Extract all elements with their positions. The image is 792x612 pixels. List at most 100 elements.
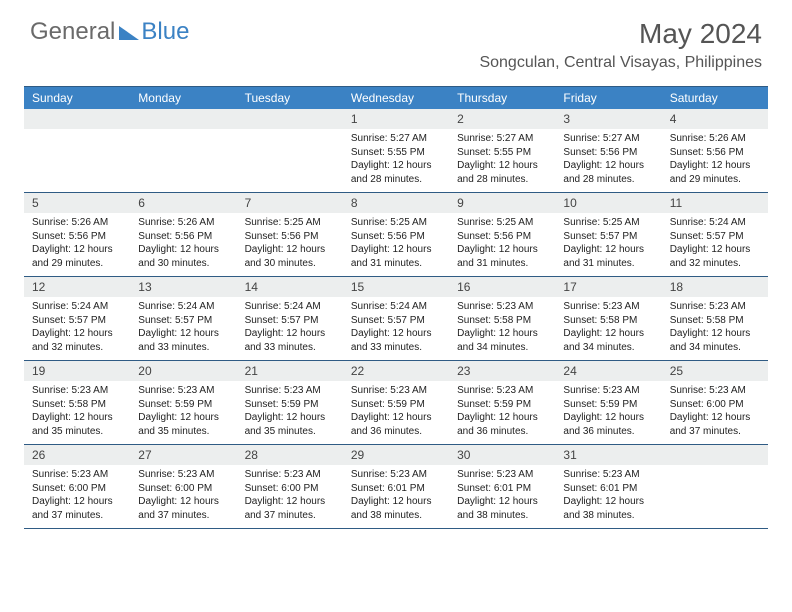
day-number: 13 — [130, 277, 236, 297]
day-cell: . — [130, 109, 236, 192]
sunset-text: Sunset: 5:58 PM — [670, 314, 760, 328]
day-body: Sunrise: 5:27 AMSunset: 5:55 PMDaylight:… — [449, 129, 555, 192]
day-number: 18 — [662, 277, 768, 297]
week-row: 12Sunrise: 5:24 AMSunset: 5:57 PMDayligh… — [24, 277, 768, 361]
day-cell: 11Sunrise: 5:24 AMSunset: 5:57 PMDayligh… — [662, 193, 768, 276]
sunrise-text: Sunrise: 5:23 AM — [563, 384, 653, 398]
day-number: 29 — [343, 445, 449, 465]
day-body: Sunrise: 5:25 AMSunset: 5:56 PMDaylight:… — [449, 213, 555, 276]
day-number: 16 — [449, 277, 555, 297]
daylight-text: Daylight: 12 hours and 31 minutes. — [457, 243, 547, 270]
day-number: 20 — [130, 361, 236, 381]
sunrise-text: Sunrise: 5:23 AM — [245, 384, 335, 398]
sunset-text: Sunset: 5:57 PM — [245, 314, 335, 328]
day-cell: 3Sunrise: 5:27 AMSunset: 5:56 PMDaylight… — [555, 109, 661, 192]
sunrise-text: Sunrise: 5:27 AM — [351, 132, 441, 146]
sunrise-text: Sunrise: 5:24 AM — [351, 300, 441, 314]
daylight-text: Daylight: 12 hours and 28 minutes. — [563, 159, 653, 186]
week-row: 5Sunrise: 5:26 AMSunset: 5:56 PMDaylight… — [24, 193, 768, 277]
day-number: 25 — [662, 361, 768, 381]
day-body: Sunrise: 5:23 AMSunset: 5:59 PMDaylight:… — [343, 381, 449, 444]
day-body: Sunrise: 5:24 AMSunset: 5:57 PMDaylight:… — [24, 297, 130, 360]
day-number: 4 — [662, 109, 768, 129]
sunrise-text: Sunrise: 5:27 AM — [457, 132, 547, 146]
day-number: 23 — [449, 361, 555, 381]
day-number: . — [24, 109, 130, 129]
daylight-text: Daylight: 12 hours and 36 minutes. — [457, 411, 547, 438]
sunset-text: Sunset: 5:58 PM — [457, 314, 547, 328]
logo: General Blue — [30, 18, 189, 46]
day-body: Sunrise: 5:24 AMSunset: 5:57 PMDaylight:… — [237, 297, 343, 360]
daylight-text: Daylight: 12 hours and 34 minutes. — [670, 327, 760, 354]
day-cell: 14Sunrise: 5:24 AMSunset: 5:57 PMDayligh… — [237, 277, 343, 360]
sunset-text: Sunset: 5:59 PM — [245, 398, 335, 412]
weekday-label: Saturday — [662, 87, 768, 109]
sunset-text: Sunset: 5:58 PM — [32, 398, 122, 412]
day-number: 31 — [555, 445, 661, 465]
day-number: 28 — [237, 445, 343, 465]
sunset-text: Sunset: 5:56 PM — [351, 230, 441, 244]
daylight-text: Daylight: 12 hours and 36 minutes. — [351, 411, 441, 438]
sunset-text: Sunset: 5:59 PM — [138, 398, 228, 412]
sunset-text: Sunset: 5:55 PM — [351, 146, 441, 160]
day-number: . — [662, 445, 768, 465]
daylight-text: Daylight: 12 hours and 35 minutes. — [32, 411, 122, 438]
day-body: Sunrise: 5:23 AMSunset: 5:59 PMDaylight:… — [449, 381, 555, 444]
sunset-text: Sunset: 5:56 PM — [457, 230, 547, 244]
day-body: Sunrise: 5:23 AMSunset: 5:58 PMDaylight:… — [662, 297, 768, 360]
day-cell: 26Sunrise: 5:23 AMSunset: 6:00 PMDayligh… — [24, 445, 130, 528]
sunset-text: Sunset: 5:57 PM — [351, 314, 441, 328]
weekday-label: Sunday — [24, 87, 130, 109]
sunset-text: Sunset: 6:00 PM — [245, 482, 335, 496]
week-row: 19Sunrise: 5:23 AMSunset: 5:58 PMDayligh… — [24, 361, 768, 445]
day-number: 27 — [130, 445, 236, 465]
day-number: 5 — [24, 193, 130, 213]
daylight-text: Daylight: 12 hours and 38 minutes. — [351, 495, 441, 522]
day-body: Sunrise: 5:23 AMSunset: 6:00 PMDaylight:… — [130, 465, 236, 528]
sunrise-text: Sunrise: 5:23 AM — [563, 468, 653, 482]
daylight-text: Daylight: 12 hours and 33 minutes. — [351, 327, 441, 354]
weekday-header-row: Sunday Monday Tuesday Wednesday Thursday… — [24, 87, 768, 109]
day-body: Sunrise: 5:25 AMSunset: 5:56 PMDaylight:… — [343, 213, 449, 276]
day-number: 8 — [343, 193, 449, 213]
sunset-text: Sunset: 5:56 PM — [32, 230, 122, 244]
day-cell: 20Sunrise: 5:23 AMSunset: 5:59 PMDayligh… — [130, 361, 236, 444]
day-cell: 23Sunrise: 5:23 AMSunset: 5:59 PMDayligh… — [449, 361, 555, 444]
logo-text-general: General — [30, 18, 115, 46]
sunrise-text: Sunrise: 5:25 AM — [457, 216, 547, 230]
sunset-text: Sunset: 5:56 PM — [138, 230, 228, 244]
daylight-text: Daylight: 12 hours and 30 minutes. — [245, 243, 335, 270]
day-body: Sunrise: 5:23 AMSunset: 5:58 PMDaylight:… — [555, 297, 661, 360]
sunset-text: Sunset: 5:57 PM — [32, 314, 122, 328]
daylight-text: Daylight: 12 hours and 38 minutes. — [563, 495, 653, 522]
day-cell: . — [662, 445, 768, 528]
day-body: Sunrise: 5:23 AMSunset: 6:01 PMDaylight:… — [449, 465, 555, 528]
daylight-text: Daylight: 12 hours and 37 minutes. — [138, 495, 228, 522]
sunrise-text: Sunrise: 5:23 AM — [351, 384, 441, 398]
day-body: Sunrise: 5:26 AMSunset: 5:56 PMDaylight:… — [130, 213, 236, 276]
day-number: 7 — [237, 193, 343, 213]
weekday-label: Wednesday — [343, 87, 449, 109]
day-body: Sunrise: 5:27 AMSunset: 5:55 PMDaylight:… — [343, 129, 449, 192]
sunrise-text: Sunrise: 5:23 AM — [138, 384, 228, 398]
day-body: Sunrise: 5:23 AMSunset: 5:59 PMDaylight:… — [237, 381, 343, 444]
daylight-text: Daylight: 12 hours and 31 minutes. — [351, 243, 441, 270]
logo-triangle-icon — [119, 26, 139, 40]
day-body: Sunrise: 5:23 AMSunset: 5:58 PMDaylight:… — [449, 297, 555, 360]
sunset-text: Sunset: 5:56 PM — [670, 146, 760, 160]
weekday-label: Monday — [130, 87, 236, 109]
day-cell: 5Sunrise: 5:26 AMSunset: 5:56 PMDaylight… — [24, 193, 130, 276]
day-body: Sunrise: 5:23 AMSunset: 6:00 PMDaylight:… — [662, 381, 768, 444]
sunrise-text: Sunrise: 5:25 AM — [563, 216, 653, 230]
daylight-text: Daylight: 12 hours and 34 minutes. — [563, 327, 653, 354]
daylight-text: Daylight: 12 hours and 28 minutes. — [457, 159, 547, 186]
day-number: 14 — [237, 277, 343, 297]
day-number: 9 — [449, 193, 555, 213]
day-cell: 24Sunrise: 5:23 AMSunset: 5:59 PMDayligh… — [555, 361, 661, 444]
sunset-text: Sunset: 6:01 PM — [457, 482, 547, 496]
day-body — [130, 129, 236, 138]
day-body: Sunrise: 5:24 AMSunset: 5:57 PMDaylight:… — [343, 297, 449, 360]
sunrise-text: Sunrise: 5:26 AM — [670, 132, 760, 146]
sunset-text: Sunset: 6:00 PM — [670, 398, 760, 412]
day-number: 30 — [449, 445, 555, 465]
